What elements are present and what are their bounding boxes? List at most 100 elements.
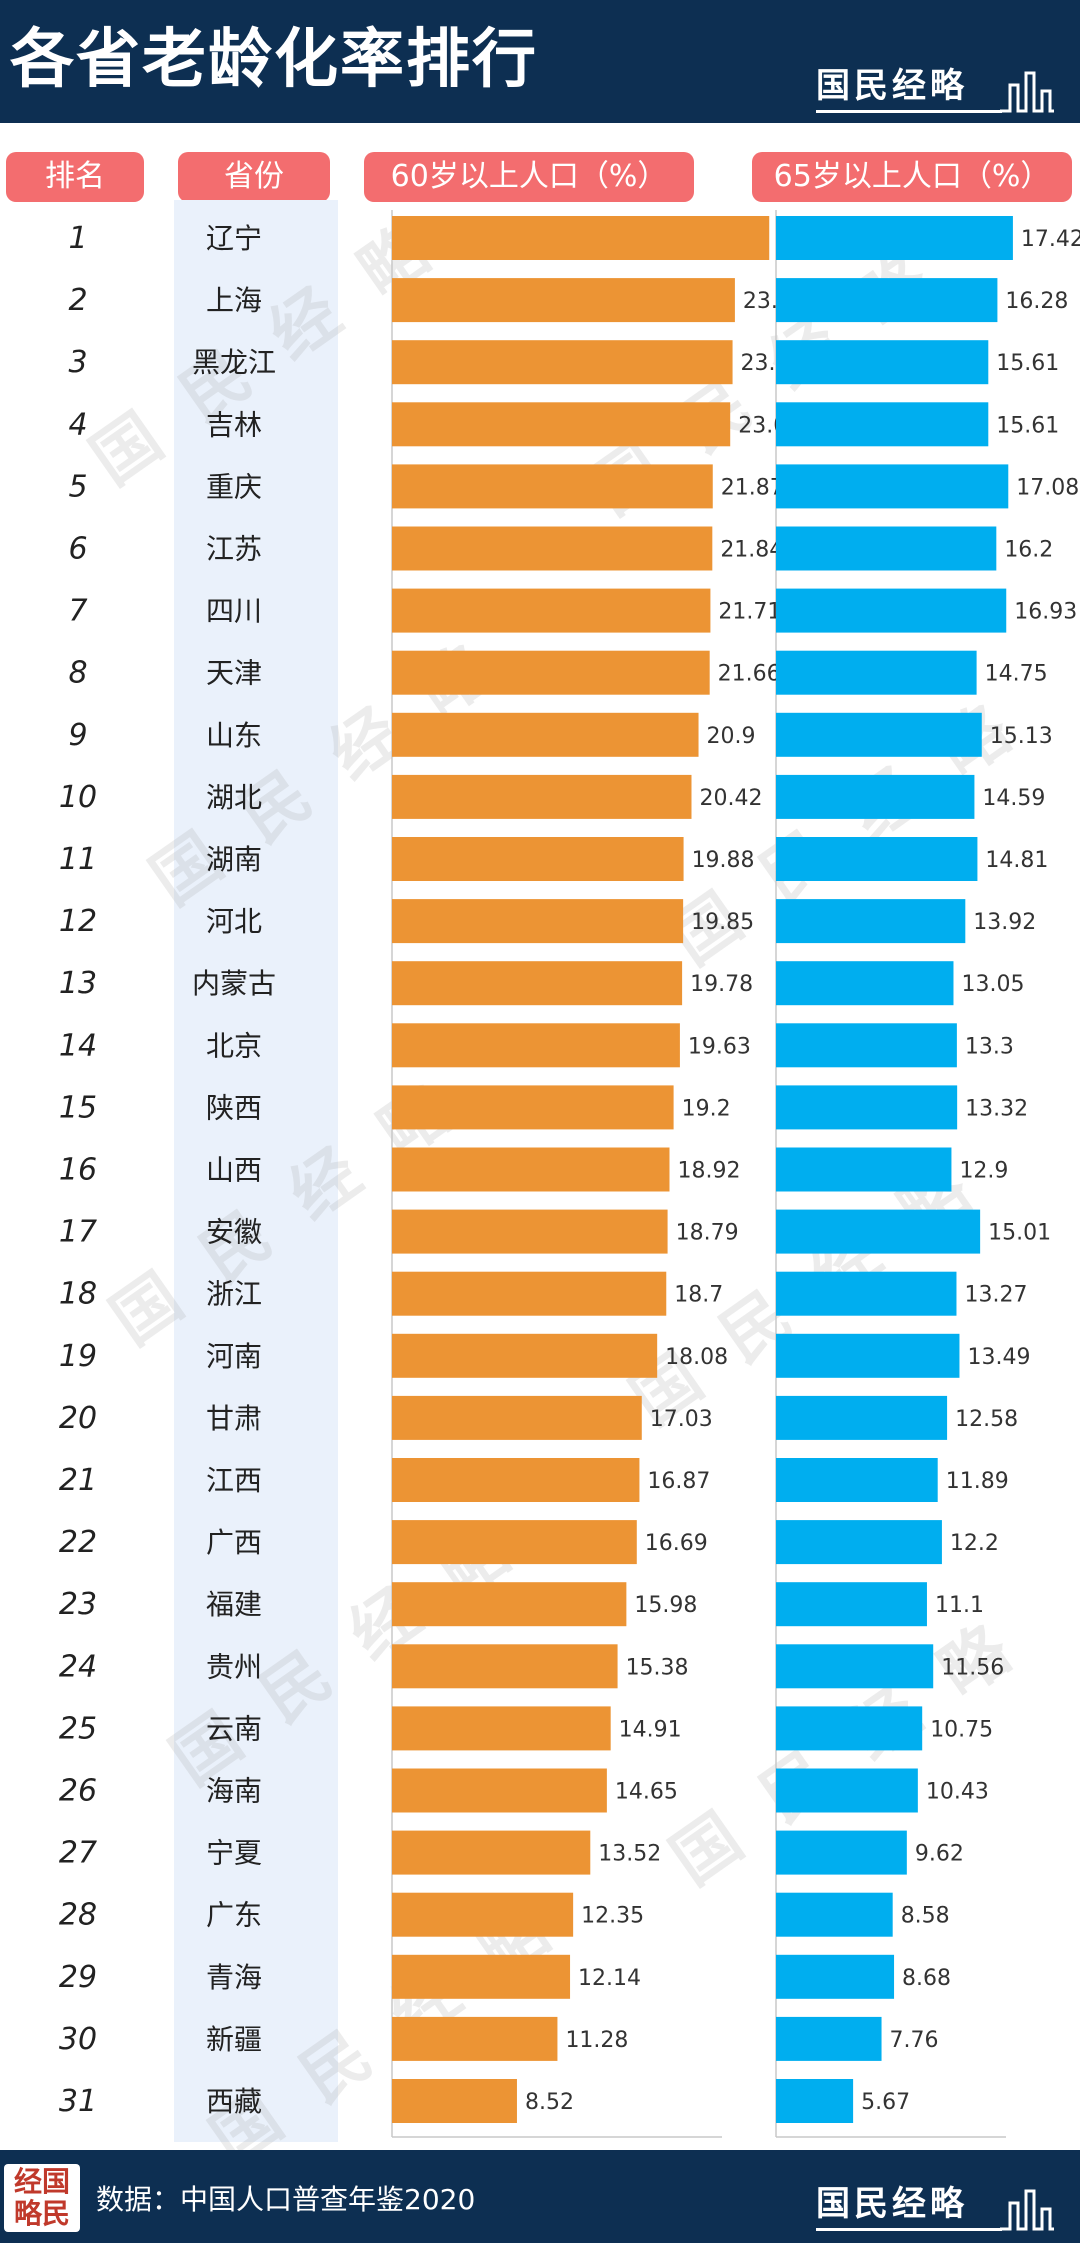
bar-60-value-label: 19.63 xyxy=(688,1034,751,1059)
province-label: 湖南 xyxy=(206,843,262,876)
province-label: 黑龙江 xyxy=(192,346,276,379)
bar-60-value-label: 15.38 xyxy=(626,1655,689,1680)
bar-65 xyxy=(776,1085,958,1130)
bar-65 xyxy=(776,464,1009,509)
bar-65 xyxy=(776,340,989,385)
bar-65-value-label: 13.92 xyxy=(973,910,1036,935)
bar-60 xyxy=(392,650,710,695)
bar-60-value-label: 21.87 xyxy=(721,475,784,500)
bar-65-value-label: 13.05 xyxy=(961,972,1024,997)
province-label: 江西 xyxy=(206,1464,262,1497)
province-label: 云南 xyxy=(206,1712,262,1745)
bar-60-value-label: 11.28 xyxy=(565,2028,628,2053)
province-label: 江苏 xyxy=(206,533,262,566)
province-label: 甘肃 xyxy=(206,1402,262,1435)
bar-60-value-label: 12.35 xyxy=(581,1904,644,1929)
bar-65 xyxy=(776,1520,942,1565)
bar-60-value-label: 15.98 xyxy=(634,1593,697,1618)
bar-65 xyxy=(776,1768,918,1813)
footer-logo-text: 经国略民 xyxy=(13,2165,70,2230)
rank-label: 3 xyxy=(68,345,87,380)
bar-65 xyxy=(776,1892,893,1937)
bar-65 xyxy=(776,650,977,695)
bar-65 xyxy=(776,2016,882,2061)
rank-label: 14 xyxy=(59,1028,97,1063)
province-label: 内蒙古 xyxy=(192,967,276,1000)
bar-60-value-label: 18.7 xyxy=(674,1283,723,1308)
bar-65 xyxy=(776,588,1007,633)
header-bar: 各省老龄化率排行 国民经略 xyxy=(0,0,1080,123)
bar-60-value-label: 14.65 xyxy=(615,1780,678,1805)
rank-label: 12 xyxy=(59,904,97,939)
province-label: 四川 xyxy=(206,595,262,628)
rank-label: 18 xyxy=(59,1277,97,1312)
bar-60 xyxy=(392,1520,637,1565)
bar-65-value-label: 16.2 xyxy=(1004,538,1053,563)
bar-60 xyxy=(392,526,713,571)
bar-65 xyxy=(776,961,954,1006)
province-label: 广西 xyxy=(206,1526,262,1559)
bar-60 xyxy=(392,1209,668,1254)
bar-65-value-label: 16.28 xyxy=(1005,289,1068,314)
rank-label: 1 xyxy=(68,221,87,256)
footer-brand-underline xyxy=(816,2228,1002,2231)
bar-65 xyxy=(776,1147,952,1192)
bar-65-value-label: 13.49 xyxy=(967,1345,1030,1370)
rank-label: 23 xyxy=(59,1587,97,1622)
bar-65 xyxy=(776,402,989,447)
bar-65-value-label: 11.1 xyxy=(935,1593,984,1618)
bar-60 xyxy=(392,712,699,757)
bar-65-value-label: 9.62 xyxy=(915,1842,964,1867)
bar-60 xyxy=(392,1023,680,1068)
bar-60 xyxy=(392,464,713,509)
footer-brand: 国民经略 xyxy=(816,2176,1054,2231)
bar-60-value-label: 16.87 xyxy=(647,1469,710,1494)
rank-label: 22 xyxy=(59,1525,97,1560)
brand-name: 国民经略 xyxy=(816,66,968,106)
series60-header: 60岁以上人口（%） xyxy=(364,152,694,202)
rank-label: 21 xyxy=(59,1463,97,1498)
rank-label: 10 xyxy=(59,780,97,815)
bar-65 xyxy=(776,837,978,881)
bar-65-value-label: 5.67 xyxy=(861,2090,910,2115)
footer-bar: 经国略民 数据：中国人口普查年鉴2020 国民经略 xyxy=(0,2150,1080,2243)
bar-65-value-label: 8.58 xyxy=(901,1904,950,1929)
province-label: 河南 xyxy=(206,1340,262,1373)
bar-65 xyxy=(776,526,997,571)
bar-60 xyxy=(392,1458,640,1502)
bar-65-value-label: 13.32 xyxy=(965,1096,1028,1121)
bar-65-value-label: 13.27 xyxy=(964,1283,1027,1308)
province-label: 上海 xyxy=(206,284,262,317)
bar-65 xyxy=(776,2079,854,2123)
bar-60 xyxy=(392,1768,607,1813)
bar-60 xyxy=(392,961,683,1006)
footer-building-icon xyxy=(1000,2189,1054,2231)
bar-60 xyxy=(392,278,735,323)
bar-60 xyxy=(392,340,733,385)
rank-label: 20 xyxy=(59,1401,97,1436)
bar-65-value-label: 16.93 xyxy=(1014,600,1077,625)
bar-65-value-label: 17.08 xyxy=(1016,475,1079,500)
bar-60 xyxy=(392,1085,674,1130)
rank-label: 27 xyxy=(59,1836,97,1871)
brand-logo: 国民经略 xyxy=(816,58,1054,113)
province-label: 湖北 xyxy=(206,781,262,814)
data-source: 数据：中国人口普查年鉴2020 xyxy=(96,2183,476,2216)
bar-60-value-label: 13.52 xyxy=(598,1842,661,1867)
footer-logo: 经国略民 xyxy=(4,2164,80,2232)
bar-60-value-label: 19.2 xyxy=(682,1096,731,1121)
bar-65 xyxy=(776,1706,923,1751)
bar-60 xyxy=(392,837,684,881)
bar-65-value-label: 10.75 xyxy=(930,1717,993,1742)
province-label: 福建 xyxy=(206,1588,262,1621)
bar-60 xyxy=(392,1830,591,1875)
rank-header: 排名 xyxy=(6,152,144,202)
bar-60-value-label: 19.78 xyxy=(690,972,753,997)
province-column-bg xyxy=(174,200,338,2142)
bar-65 xyxy=(776,1209,981,1254)
province-label: 陕西 xyxy=(206,1091,262,1124)
province-label: 北京 xyxy=(206,1029,262,1062)
bar-60 xyxy=(392,1644,618,1689)
bar-65-value-label: 13.3 xyxy=(965,1034,1014,1059)
